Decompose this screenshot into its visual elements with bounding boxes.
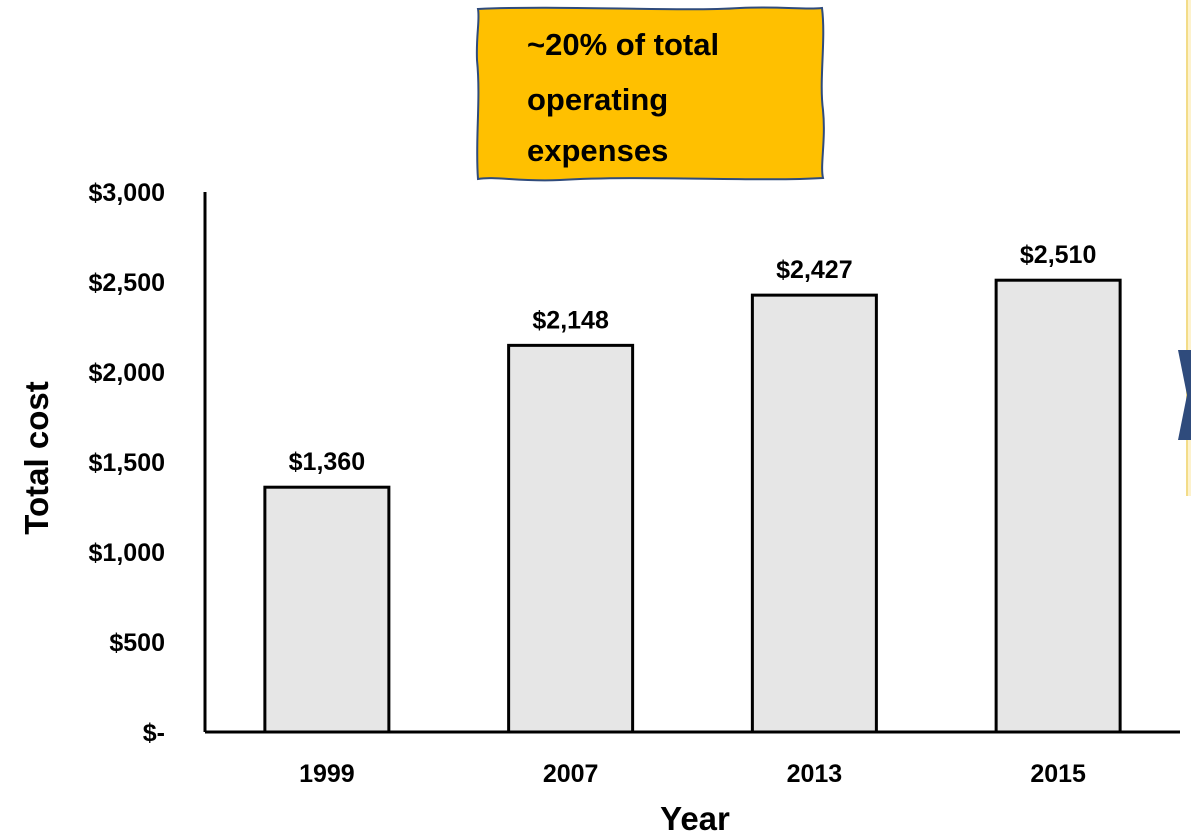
bar-data-label: $1,360 [289,448,365,476]
x-tick-label: 2007 [543,760,599,788]
x-tick-label: 1999 [299,760,355,788]
side-panel-edge [1186,0,1191,496]
y-tick-label: $2,500 [89,269,165,297]
bar [750,293,878,734]
y-tick-label: $3,000 [89,179,165,207]
chevron-right-icon [1178,350,1191,440]
y-tick-label: $2,000 [89,359,165,387]
bar-data-label: $2,148 [532,306,609,334]
y-tick-label: $1,000 [89,539,165,567]
callout-text-line: ~20% of total [527,27,719,62]
bar-data-label: $2,510 [1020,241,1096,269]
y-tick-label: $500 [109,629,165,657]
x-tick-label: 2015 [1030,760,1086,788]
y-tick-labels-group: $- $500 $1,000 $1,500 $2,000 $2,500 $3,000 [89,179,165,747]
callout-text-line: expenses [527,133,668,168]
y-tick-label: $1,500 [89,449,165,477]
x-tick-label: 2013 [787,760,843,788]
bar [507,343,635,734]
y-tick-label: $- [143,719,165,747]
bar [994,278,1122,734]
x-tick-labels-group: 1999 2007 2013 2015 [299,760,1086,788]
callout-text-line: operating [527,82,668,117]
callout-box: ~20% of total operating expenses [475,6,825,182]
x-axis-title: Year [660,800,730,837]
data-labels-group: $1,360 $2,148 $2,427 $2,510 [289,241,1097,476]
bars-group [263,278,1122,734]
bar-data-label: $2,427 [776,256,852,284]
callout-shape [475,6,825,182]
y-axis-title: Total cost [18,381,55,534]
bar [263,485,391,734]
